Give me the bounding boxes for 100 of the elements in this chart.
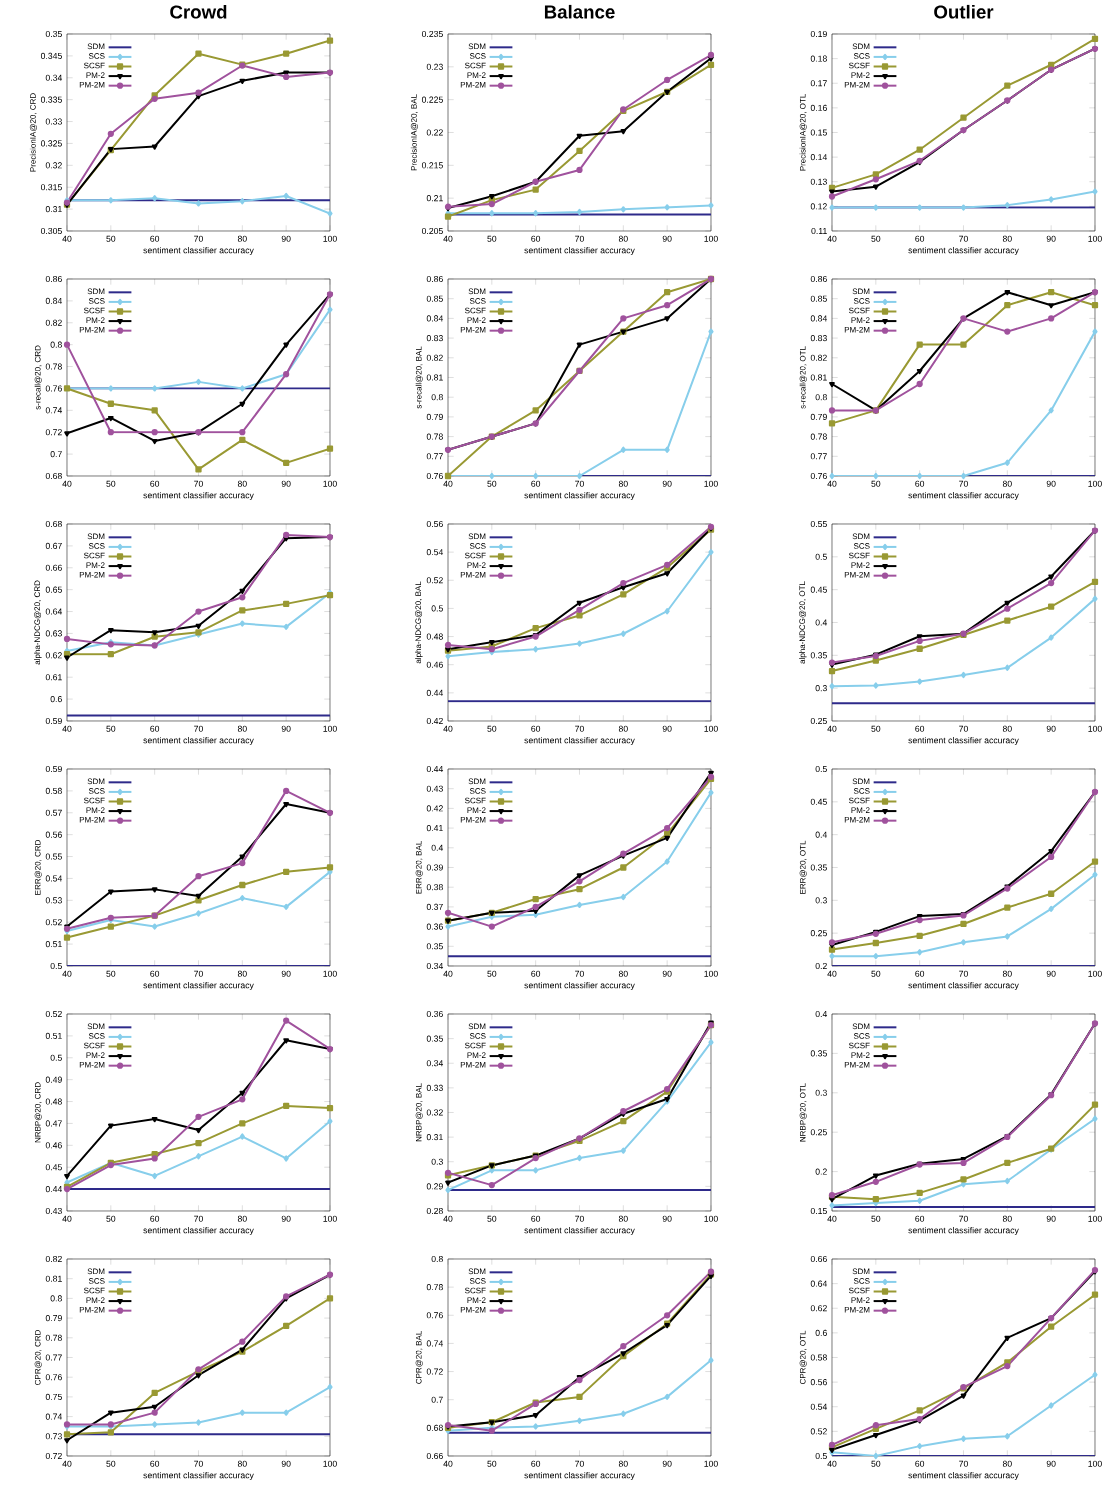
x-axis-title: sentiment classifier accuracy (908, 982, 1019, 991)
y-axis-title: ERR@20, CRD (34, 840, 42, 895)
x-tick-label: 40 (443, 1215, 453, 1222)
x-tick-label: 50 (106, 480, 116, 487)
x-tick-label: 50 (487, 235, 497, 242)
legend-label: PM-2 (86, 807, 105, 813)
legend-label: SCSF (83, 552, 105, 559)
x-tick-label: 80 (1002, 1215, 1012, 1222)
legend-label: PM-2 (467, 562, 486, 568)
y-tick-label: 0.14 (810, 154, 828, 161)
y-tick-label: 0.52 (45, 1010, 62, 1018)
y-tick-label: 0.75 (45, 1393, 62, 1400)
legend-label: PM-2M (844, 1061, 870, 1068)
x-tick-label: 40 (62, 1215, 72, 1222)
x-tick-label: 50 (106, 235, 116, 242)
x-tick-label: 70 (959, 970, 968, 977)
x-axis-title: sentiment classifier accuracy (908, 246, 1019, 256)
legend-label: PM-2M (460, 1061, 486, 1068)
x-tick-label: 100 (704, 235, 718, 242)
legend-label: SDM (468, 1268, 486, 1275)
legend-label: PM-2 (851, 72, 870, 78)
x-tick-label: 40 (827, 235, 837, 242)
y-tick-label: 0.44 (426, 765, 444, 773)
x-tick-label: 90 (1046, 725, 1056, 732)
y-tick-label: 0.73 (45, 1433, 62, 1440)
legend-label: SCS (469, 298, 486, 304)
y-tick-label: 0.85 (810, 295, 827, 302)
y-tick-label: 0.72 (45, 1452, 62, 1460)
legend-label: PM-2 (851, 317, 870, 323)
x-tick-label: 70 (575, 725, 584, 732)
legend-label: SCS (853, 53, 870, 59)
y-tick-label: 0.74 (45, 1413, 63, 1420)
x-tick-label: 90 (1046, 970, 1056, 977)
x-tick-label: 60 (915, 725, 925, 732)
y-tick-label: 0.82 (426, 354, 443, 361)
x-tick-label: 60 (150, 725, 160, 732)
y-tick-label: 0.35 (810, 1050, 827, 1057)
legend-label: SCSF (848, 797, 870, 804)
y-tick-label: 0.76 (810, 472, 827, 480)
y-tick-label: 0.77 (810, 453, 827, 460)
y-tick-label: 0.63 (45, 630, 62, 637)
x-tick-label: 40 (443, 725, 453, 732)
y-tick-label: 0.31 (45, 206, 62, 213)
legend-label: SCSF (848, 552, 870, 559)
y-tick-label: 0.51 (45, 1032, 62, 1039)
y-tick-label: 0.68 (45, 472, 62, 480)
y-tick-label: 0.83 (426, 335, 443, 342)
x-tick-label: 70 (194, 235, 203, 242)
x-tick-label: 90 (281, 235, 291, 242)
y-axis-title: CPR@20, CRD (34, 1330, 42, 1385)
x-tick-label: 40 (62, 725, 72, 732)
y-tick-label: 0.68 (426, 1424, 443, 1431)
legend-label: SDM (852, 1268, 870, 1275)
legend-label: PM-2 (851, 1052, 870, 1058)
y-tick-label: 0.77 (426, 453, 443, 460)
y-tick-label: 0.78 (426, 433, 443, 440)
legend-label: SDM (852, 43, 870, 50)
x-tick-label: 60 (150, 235, 160, 242)
y-tick-label: 0.59 (45, 717, 62, 725)
y-tick-label: 0.86 (810, 275, 827, 283)
x-tick-label: 90 (662, 1215, 672, 1222)
x-tick-label: 70 (194, 725, 203, 732)
x-tick-label: 90 (281, 725, 291, 732)
y-tick-label: 0.8 (50, 1295, 62, 1302)
x-tick-label: 70 (194, 480, 203, 487)
y-tick-label: 0.35 (810, 652, 827, 659)
legend-label: SDM (468, 1023, 486, 1030)
legend-label: SCS (853, 788, 870, 794)
y-tick-label: 0.77 (45, 1354, 62, 1361)
y-tick-label: 0.86 (45, 275, 62, 283)
y-tick-label: 0.43 (45, 1207, 62, 1215)
y-tick-label: 0.2 (815, 962, 827, 970)
y-tick-label: 0.36 (426, 923, 443, 930)
x-axis-title: sentiment classifier accuracy (524, 492, 635, 501)
x-tick-label: 80 (237, 725, 247, 732)
legend-label: SCS (88, 1033, 105, 1039)
legend-label: SDM (87, 778, 105, 785)
y-tick-label: 0.29 (426, 1183, 443, 1190)
y-tick-label: 0.3 (815, 1089, 827, 1096)
y-axis-title: PrecisionIA@20, BAL (410, 94, 418, 171)
legend-label: SDM (852, 533, 870, 540)
y-tick-label: 0.57 (45, 809, 62, 816)
y-tick-label: 0.32 (45, 162, 62, 169)
y-tick-label: 0.3 (815, 897, 827, 904)
y-tick-label: 0.37 (426, 903, 443, 910)
y-axis-title: s-recall@20, OTL (799, 346, 807, 409)
x-tick-label: 70 (959, 480, 968, 487)
y-tick-label: 0.56 (45, 831, 62, 838)
y-axis-title: alpha-NDCG@20, OTL (799, 581, 807, 664)
y-tick-label: 0.19 (810, 30, 827, 38)
y-tick-label: 0.84 (810, 315, 828, 322)
x-tick-label: 50 (487, 1460, 497, 1467)
y-tick-label: 0.64 (810, 1280, 828, 1287)
legend-label: PM-2M (79, 81, 105, 88)
y-tick-label: 0.35 (426, 1035, 443, 1042)
y-tick-label: 0.335 (40, 96, 62, 103)
legend-label: PM-2 (851, 807, 870, 813)
x-tick-label: 90 (281, 1215, 291, 1222)
x-tick-label: 50 (487, 970, 497, 977)
legend-label: PM-2M (844, 816, 870, 823)
